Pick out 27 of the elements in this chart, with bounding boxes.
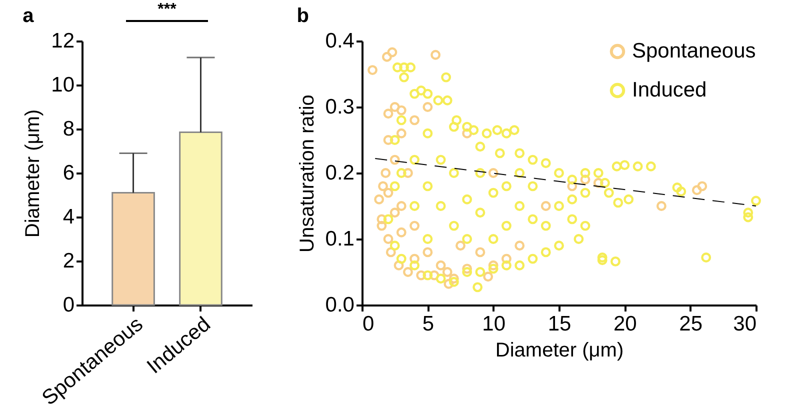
chart-title: a [22,5,35,27]
y-tick-label: 4 [62,206,75,228]
y-tick-label: 0.0 [325,294,354,316]
y-tick-label: 0.4 [325,30,355,52]
y-tick-label: 12 [51,30,74,52]
legend-label: Spontaneous [632,40,756,62]
y-tick-label: 0 [62,294,74,316]
y-tick-label: 0.2 [325,162,354,184]
chart-title: b [296,5,310,27]
y-axis-title: Unsaturation ratio [296,94,318,252]
x-tick-label: 15 [548,312,572,336]
significance-bracket: *** [126,2,208,22]
y-tick-label: 8 [62,118,74,140]
x-tick-label: 5 [422,312,434,336]
y-tick-label: 6 [62,162,74,184]
x-tick-label: 0 [362,312,374,336]
x-tick-label: 30 [733,312,756,336]
y-tick-label: 2 [62,250,74,272]
y-tick-label: 10 [51,74,74,96]
x-axis-title: Diameter (μm) [495,340,624,362]
x-tick-label: 20 [613,312,637,336]
y-axis-title: Diameter (μm) [22,109,44,238]
y-tick-label: 0.3 [325,96,354,118]
legend-label: Induced [632,78,707,102]
x-tick-label: 10 [482,312,506,336]
y-tick-label: 0.1 [325,228,354,250]
x-tick-label: 25 [679,312,703,336]
